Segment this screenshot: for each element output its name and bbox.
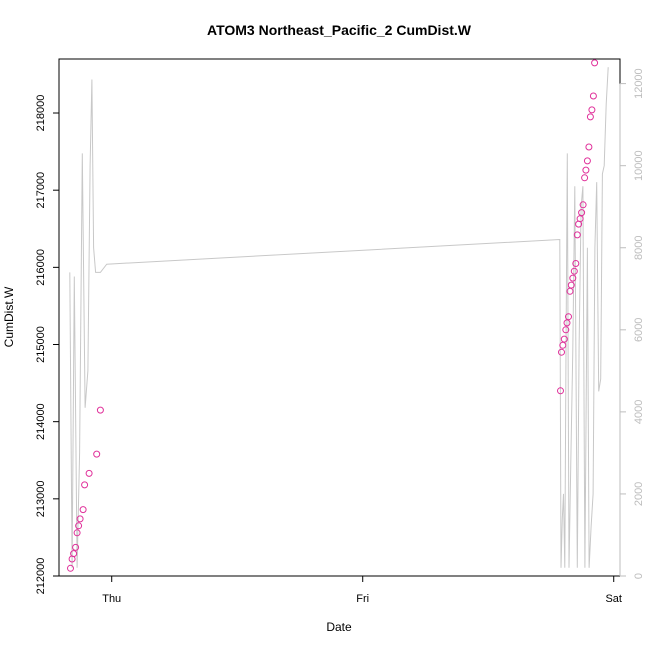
data-point — [582, 166, 590, 174]
data-point — [72, 543, 80, 551]
data-point — [562, 326, 570, 334]
data-point — [76, 515, 84, 523]
data-point — [583, 157, 591, 165]
y-tick-label: 212000 — [35, 558, 47, 595]
data-point — [570, 267, 578, 275]
data-point — [591, 59, 599, 67]
x-axis-label: Date — [326, 620, 352, 634]
y-tick-label: 215000 — [35, 326, 47, 363]
y-axis-left: 212000 213000 214000 215000 216000 217000 2180… — [35, 95, 60, 595]
primary-series-points — [67, 59, 599, 572]
y2-tick-label: 8000 — [633, 236, 645, 260]
data-point — [573, 231, 581, 239]
data-point — [565, 313, 572, 321]
y2-tick-label: 12000 — [633, 68, 645, 99]
data-point — [558, 348, 565, 356]
data-point — [81, 481, 89, 489]
data-point — [70, 550, 78, 558]
data-point — [96, 406, 104, 414]
secondary-series-line — [69, 67, 609, 568]
data-point — [557, 387, 564, 395]
data-point — [67, 564, 74, 572]
data-point — [585, 143, 593, 151]
plot-frame — [58, 58, 621, 577]
data-point — [73, 529, 81, 537]
data-point — [85, 469, 93, 477]
y-tick-label: 218000 — [35, 95, 47, 132]
y2-tick-label: 4000 — [633, 400, 645, 424]
y2-tick-label: 2000 — [633, 482, 645, 506]
y-tick-label: 213000 — [35, 480, 47, 517]
y2-tick-label: 6000 — [633, 318, 645, 342]
data-point — [589, 92, 597, 100]
y2-tick-label: 0 — [633, 573, 645, 579]
data-point — [578, 209, 586, 217]
y-tick-label: 217000 — [35, 172, 47, 209]
y-tick-label: 216000 — [35, 249, 47, 286]
y-axis-right: 0 2000 4000 6000 8000 10000 12000 — [619, 68, 645, 579]
x-tick-label: Fri — [356, 593, 369, 605]
chart-title: ATOM3 Northeast_Pacific_2 CumDist.W — [207, 22, 472, 38]
data-point — [572, 260, 580, 267]
x-tick-label: Thu — [102, 593, 121, 605]
data-point — [569, 274, 577, 282]
data-point — [581, 174, 589, 182]
data-point — [576, 215, 584, 223]
data-point — [567, 281, 575, 289]
y-axis-label: CumDist.W — [2, 286, 16, 347]
x-tick-label: Sat — [605, 593, 622, 605]
y2-tick-label: 10000 — [633, 150, 645, 181]
data-point — [560, 335, 568, 343]
series-line-path — [69, 67, 609, 568]
data-point — [93, 450, 101, 458]
y-tick-label: 214000 — [35, 403, 47, 440]
data-point — [586, 113, 594, 121]
data-point — [563, 319, 571, 327]
data-point — [588, 106, 596, 114]
data-point — [75, 522, 83, 530]
data-point — [559, 341, 567, 349]
data-point — [79, 506, 87, 514]
data-point — [579, 201, 587, 209]
x-axis: Thu Fri Sat — [102, 575, 622, 605]
